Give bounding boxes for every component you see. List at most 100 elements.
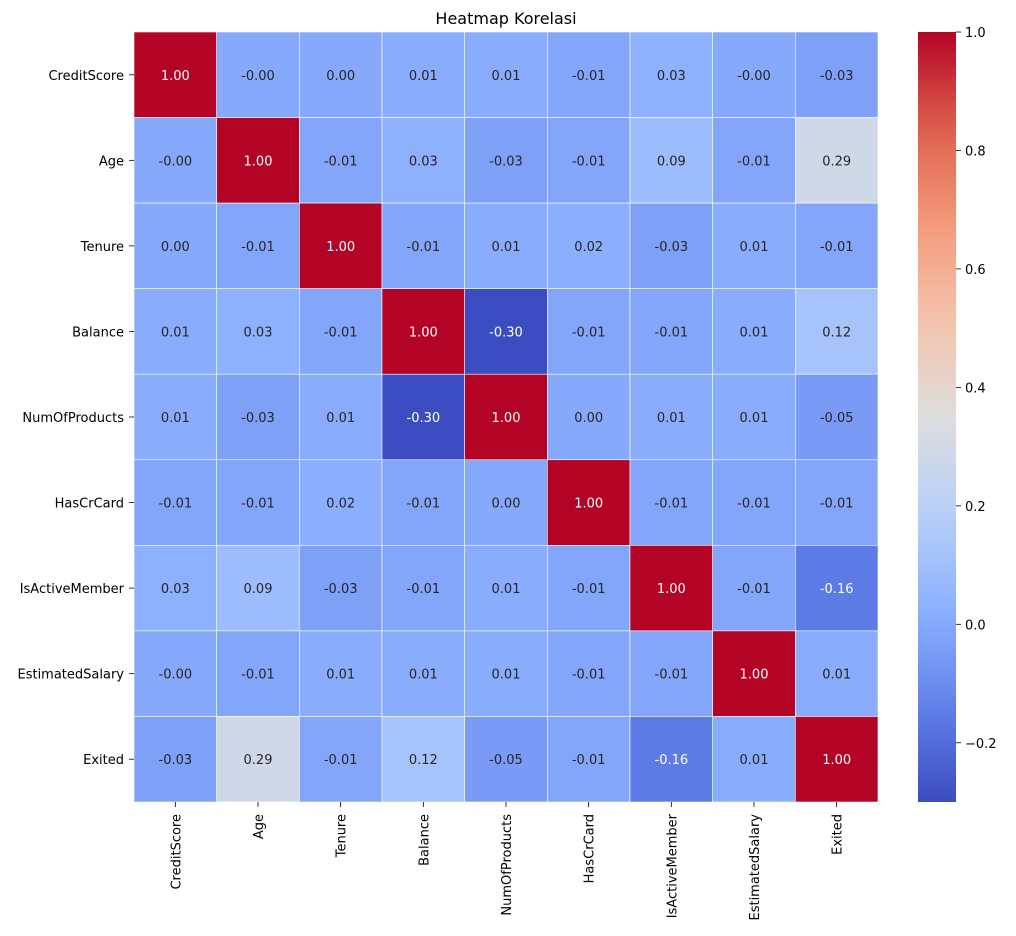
x-tick-label: Tenure [335, 814, 350, 858]
cell-value-label: 0.01 [409, 69, 438, 84]
cell-value-label: -0.01 [324, 753, 358, 768]
heatmap-cell [629, 716, 713, 803]
cell-value-label: -0.03 [159, 753, 193, 768]
heatmap-cell [547, 459, 631, 546]
heatmap-cell [712, 630, 796, 717]
heatmap-cell [795, 373, 879, 461]
cell-value-label: -0.00 [159, 154, 193, 169]
heatmap-cell [712, 545, 796, 632]
heatmap-cell [216, 459, 300, 546]
cell-value-label: 1.00 [822, 753, 851, 768]
heatmap-cell [381, 373, 465, 461]
cell-value-label: 0.01 [822, 668, 851, 683]
heatmap-cell [464, 716, 548, 803]
heatmap-cell [464, 117, 548, 204]
cell-value-label: 0.00 [574, 411, 603, 426]
cell-value-label: 0.01 [409, 668, 438, 683]
heatmap-cell [299, 459, 383, 546]
heatmap-cell [464, 202, 548, 289]
cell-value-label: -0.16 [655, 753, 689, 768]
heatmap-cell [216, 31, 300, 118]
cell-value-label: 0.12 [822, 325, 851, 340]
x-axis-labels: CreditScore Age Tenure Balance NumOfProducts… [169, 802, 846, 921]
heatmap-cell [299, 31, 383, 118]
cell-value-label: 0.29 [822, 154, 851, 169]
heatmap-cell [547, 716, 631, 803]
heatmap-cell [795, 117, 879, 204]
heatmap-cell [795, 202, 879, 289]
colorbar-tick-label: 0.2 [965, 500, 986, 515]
cell-value-label: -0.16 [820, 582, 854, 597]
heatmap-cells: 1.00 -0.00 0.00 0.01 0.01 -0.01 0.03 -0.00 -0.03… [133, 31, 879, 803]
cell-value-label: 0.02 [326, 497, 355, 512]
heatmap-cell [381, 202, 465, 289]
colorbar-gradient [918, 32, 956, 802]
heatmap-cell [464, 545, 548, 632]
y-tick-label: Exited [83, 753, 124, 768]
heatmap-cell [464, 31, 548, 118]
y-axis-labels: CreditScore Age Tenure Balance NumOfProducts… [17, 69, 134, 768]
cell-value-label: 1.00 [492, 411, 521, 426]
cell-value-label: 0.01 [740, 240, 769, 255]
cell-value-label: 0.00 [161, 240, 190, 255]
cell-value-label: -0.30 [407, 411, 441, 426]
cell-value-label: -0.03 [489, 154, 523, 169]
heatmap-cell [381, 31, 465, 118]
cell-value-label: -0.00 [159, 668, 193, 683]
cell-value-label: -0.05 [820, 411, 854, 426]
cell-value-label: 0.01 [492, 668, 521, 683]
colorbar-tick-label: 0.8 [965, 144, 986, 159]
cell-value-label: -0.00 [737, 69, 771, 84]
x-tick-label: Balance [417, 814, 432, 866]
heatmap-cell [547, 31, 631, 118]
heatmap-cell [216, 545, 300, 632]
heatmap-cell [299, 373, 383, 461]
cell-value-label: -0.05 [489, 753, 523, 768]
heatmap-cell [216, 202, 300, 289]
cell-value-label: -0.30 [489, 325, 523, 340]
heatmap-cell [712, 288, 796, 375]
cell-value-label: 0.01 [326, 668, 355, 683]
heatmap-cell [133, 373, 217, 461]
cell-value-label: 0.01 [492, 240, 521, 255]
cell-value-label: 1.00 [409, 325, 438, 340]
heatmap-cell [629, 202, 713, 289]
heatmap-cell [133, 459, 217, 546]
y-tick-label: EstimatedSalary [17, 668, 124, 683]
y-tick-label: IsActiveMember [20, 582, 125, 597]
x-tick-label: IsActiveMember [665, 813, 680, 918]
heatmap-cell [299, 202, 383, 289]
cell-value-label: 0.00 [492, 497, 521, 512]
cell-value-label: 0.03 [657, 69, 686, 84]
heatmap-cell [464, 630, 548, 717]
heatmap-cell [133, 117, 217, 204]
heatmap-cell [381, 117, 465, 204]
heatmap-cell [629, 630, 713, 717]
cell-value-label: 0.02 [574, 240, 603, 255]
cell-value-label: -0.03 [655, 240, 689, 255]
cell-value-label: -0.01 [820, 497, 854, 512]
x-tick-label: HasCrCard [583, 814, 598, 883]
heatmap-cell [133, 716, 217, 803]
cell-value-label: 0.01 [161, 325, 190, 340]
heatmap-cell [464, 459, 548, 546]
heatmap-cell [381, 716, 465, 803]
heatmap-cell [547, 373, 631, 461]
cell-value-label: -0.01 [655, 325, 689, 340]
heatmap-cell [299, 545, 383, 632]
cell-value-label: -0.01 [737, 154, 771, 169]
cell-value-label: 0.12 [409, 753, 438, 768]
cell-value-label: -0.01 [407, 240, 441, 255]
heatmap-cell [547, 630, 631, 717]
x-tick-label: NumOfProducts [500, 814, 515, 916]
cell-value-label: -0.03 [241, 411, 275, 426]
y-tick-label: Tenure [80, 240, 124, 255]
cell-value-label: -0.01 [737, 497, 771, 512]
cell-value-label: -0.01 [572, 325, 606, 340]
heatmap-cell [299, 117, 383, 204]
chart-title: Heatmap Korelasi [435, 9, 576, 28]
heatmap-cell [629, 373, 713, 461]
cell-value-label: -0.01 [820, 240, 854, 255]
cell-value-label: -0.03 [324, 582, 358, 597]
